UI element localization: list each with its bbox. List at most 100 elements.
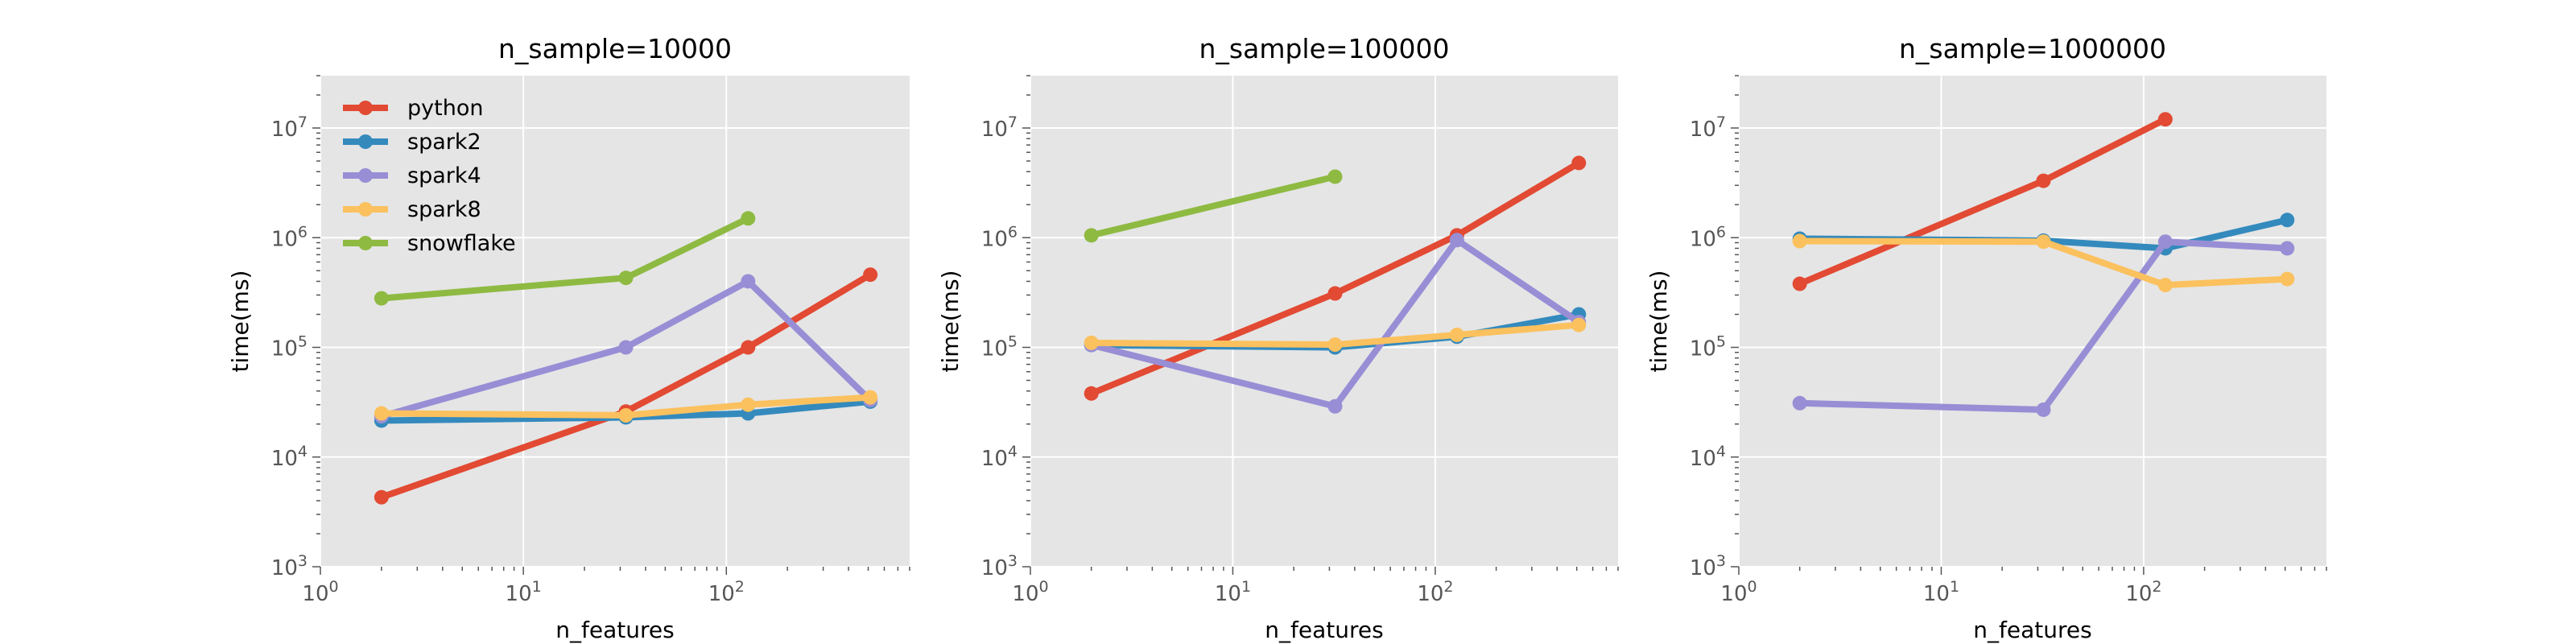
data-point-spark4 <box>1449 233 1464 248</box>
legend-label-spark2: spark2 <box>407 130 481 155</box>
x-tick-label: 100 <box>1012 578 1048 606</box>
data-point-snowflake <box>1084 228 1099 243</box>
data-point-python <box>1084 386 1099 401</box>
data-point-spark4 <box>1792 395 1807 411</box>
x-tick-label: 102 <box>2125 578 2161 606</box>
data-point-spark8 <box>863 390 878 405</box>
series-line-spark8 <box>1088 321 1583 349</box>
series-line-python <box>378 271 874 501</box>
x-tick-label: 102 <box>708 578 745 606</box>
plot-area <box>1739 76 2326 567</box>
data-point-python <box>1327 286 1343 301</box>
y-tick-label: 103 <box>1690 552 1726 580</box>
legend-marker-snowflake <box>358 236 373 250</box>
legend-marker-python <box>358 101 373 115</box>
x-axis-label: n_features <box>1265 617 1383 643</box>
series-line-spark8 <box>1796 237 2291 289</box>
series-snowflake <box>1084 169 1343 243</box>
legend-label-python: python <box>407 96 483 121</box>
x-tick-label: 101 <box>1923 578 1959 606</box>
data-point-spark8 <box>1571 317 1587 332</box>
data-point-snowflake <box>618 270 634 286</box>
x-tick-label: 101 <box>1215 578 1251 606</box>
y-tick-label: 105 <box>981 333 1018 361</box>
series-spark8 <box>1792 233 2295 293</box>
series-python <box>374 267 878 505</box>
data-point-spark2 <box>2280 213 2295 228</box>
series-line-snowflake <box>1088 173 1339 239</box>
x-axis-label: n_features <box>1973 617 2091 643</box>
legend-marker-spark2 <box>358 134 373 149</box>
legend-marker-spark4 <box>358 168 373 183</box>
data-point-spark4 <box>2280 241 2295 256</box>
data-point-spark8 <box>1084 335 1099 350</box>
data-point-spark4 <box>618 340 634 355</box>
series-line-spark2 <box>378 398 874 424</box>
chart-title: n_sample=1000000 <box>1899 33 2166 64</box>
y-tick-label: 103 <box>271 552 308 580</box>
series-line-spark4 <box>1088 237 1583 410</box>
y-tick-label: 107 <box>1690 114 1726 142</box>
plot-area <box>1030 76 1618 567</box>
data-point-snowflake <box>374 291 389 306</box>
y-tick-label: 106 <box>271 223 308 251</box>
data-point-spark8 <box>1449 327 1464 342</box>
y-tick-label: 105 <box>1690 333 1726 361</box>
data-point-spark4 <box>2157 234 2173 250</box>
series-snowflake <box>374 211 756 306</box>
subplot-1: 100 101 102 103 104 105 106 107 n_sample=10000 n_… <box>227 33 910 643</box>
legend-label-spark4: spark4 <box>407 163 481 188</box>
data-point-spark4 <box>741 274 756 289</box>
data-point-python <box>2036 173 2051 188</box>
x-axis-label: n_features <box>555 617 674 643</box>
y-tick-label: 107 <box>981 114 1018 142</box>
y-tick-label: 106 <box>1690 223 1726 251</box>
y-tick-label: 104 <box>981 443 1018 471</box>
x-tick-label: 100 <box>302 578 338 606</box>
data-point-snowflake <box>741 211 756 226</box>
x-tick-label: 101 <box>506 578 542 606</box>
data-point-python <box>1792 276 1807 291</box>
y-tick-label: 105 <box>271 333 308 361</box>
data-point-spark8 <box>2036 234 2051 250</box>
y-tick-label: 103 <box>981 552 1018 580</box>
subplot-2: 100 101 102 103 104 105 106 107 n_sample=100000n… <box>937 33 1619 643</box>
data-point-spark8 <box>1792 233 1807 249</box>
data-point-spark8 <box>2280 271 2295 287</box>
data-point-spark8 <box>618 407 634 423</box>
subplot-3: 100 101 102 103 104 105 106 107 n_sample=1000000… <box>1645 33 2327 643</box>
chart-title: n_sample=100000 <box>1199 33 1449 64</box>
data-point-spark8 <box>374 406 389 421</box>
data-point-python <box>863 267 878 283</box>
series-line-spark8 <box>378 394 874 419</box>
legend-label-snowflake: snowflake <box>407 231 516 256</box>
series-line-spark4 <box>378 278 874 420</box>
data-point-spark8 <box>2157 278 2173 293</box>
series-line-spark4 <box>1796 238 2291 413</box>
data-point-python <box>2157 112 2173 127</box>
data-point-spark8 <box>741 397 756 412</box>
data-point-python <box>741 340 756 355</box>
y-axis-label: time(ms) <box>1645 270 1672 373</box>
y-tick-label: 107 <box>271 114 308 142</box>
series-spark4 <box>1792 234 2295 417</box>
x-tick-label: 102 <box>1417 578 1453 606</box>
legend: python spark2 spark4 spark8 snowflake <box>343 96 516 256</box>
data-point-spark8 <box>1327 337 1343 353</box>
series-python <box>1792 112 2173 291</box>
data-point-python <box>1571 155 1587 171</box>
data-point-snowflake <box>1327 169 1343 184</box>
y-tick-label: 104 <box>1690 443 1726 471</box>
data-point-spark4 <box>1327 398 1343 414</box>
legend-label-spark8: spark8 <box>407 197 481 222</box>
y-axis-label: time(ms) <box>937 270 964 373</box>
legend-marker-spark8 <box>358 202 373 217</box>
chart-title: n_sample=10000 <box>498 33 732 64</box>
x-tick-label: 100 <box>1720 578 1757 606</box>
data-point-python <box>374 489 389 505</box>
series-spark8 <box>1084 317 1587 353</box>
y-tick-label: 106 <box>981 223 1018 251</box>
series-spark8 <box>374 390 878 423</box>
